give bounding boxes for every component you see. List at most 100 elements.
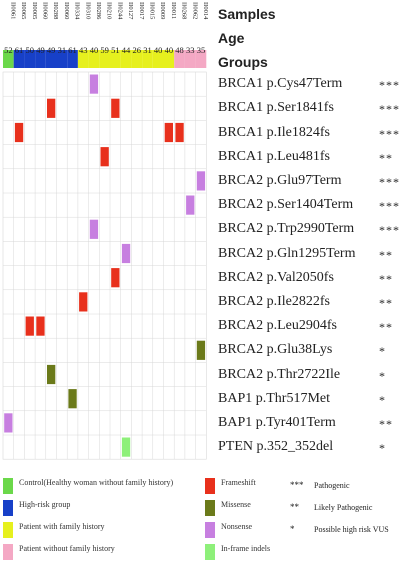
legend-text: Control(Healthy woman without family his… [19,478,174,487]
group-cell [163,50,175,68]
mutation-label: BRCA1 p.Ser1841fs [218,100,334,116]
significance-stars: *** [379,78,400,93]
groups-header: Groups [218,54,268,70]
age-label: 61 [68,45,77,55]
significance-stars: * [379,344,386,359]
legend-swatch [205,522,215,538]
mutation-cell [186,195,195,215]
legend-stars: * [290,524,295,534]
mutation-cell [164,122,173,143]
age-label: 31 [58,45,67,55]
sample-label: II0015 [148,2,155,19]
legend-type-frameshift: Frameshift [205,478,256,496]
legend-group-high: High-risk group [3,500,70,518]
legend-significance-text: Possible high risk VUS [312,525,389,534]
legend-swatch [3,522,13,538]
legend-significance-text: Pathogenic [312,481,350,490]
age-label: 43 [79,45,88,55]
group-cell [35,50,46,68]
mutation-cell [175,122,184,143]
mutation-cell [25,316,34,336]
mutation-label: BRCA2 p.Val2050fs [218,269,334,285]
sample-label: II0286 [95,2,102,20]
group-cell [99,50,110,68]
group-cell [45,50,57,68]
age-label: 59 [100,45,109,55]
oncoprint-grid: II0061 II0065 II0005 II0060 II0288 II0060 II03… [2,2,209,460]
mutation-cell [14,122,24,143]
legend-text: Missense [221,500,251,509]
mutation-label: PTEN p.352_352del [218,439,334,455]
legend-text: In-frame indels [221,544,271,553]
significance-stars: ** [379,150,393,165]
legend-type-nonsense: Nonsense [205,522,252,540]
legend-group-patient_nofh: Patient without family history [3,544,115,562]
age-label: 61 [15,45,24,55]
significance-stars: *** [379,223,400,238]
age-label: 52 [4,45,13,55]
group-cell [195,50,207,68]
sample-label: II0005 [31,2,38,19]
group-cell [67,50,78,68]
legend-group-patient_fh: Patient with family history [3,522,105,540]
sample-label: II0009 [159,2,166,19]
legend-swatch [3,478,13,494]
age-label: 26 [133,45,142,55]
mutation-label: BAP1 p.Thr517Met [218,390,330,406]
sample-label: II0288 [52,2,59,19]
sample-label: II0334 [74,2,81,20]
mutation-cell [121,437,131,457]
legend-group-control: Control(Healthy woman without family his… [3,478,173,496]
mutation-label: BRCA2 p.Gln1295Term [218,245,356,261]
mutation-cell [196,171,206,191]
significance-stars: *** [379,199,400,214]
age-header: Age [218,30,245,46]
mutation-cell [121,243,131,264]
samples-header: Samples [218,6,276,22]
sample-label: II0210 [106,2,113,19]
age-label: 33 [186,45,195,55]
mutation-label: BRCA2 p.Glu38Lys [218,342,333,358]
mutation-label: BRCA2 p.Trp2990Term [218,221,355,237]
mutation-cell [111,268,120,288]
group-cell [174,50,185,68]
legend-swatch [205,478,215,494]
group-cell [13,50,25,68]
age-label: 50 [26,45,35,55]
significance-stars: * [379,392,386,407]
legend-significance: * Possible high risk VUS [290,524,389,535]
legend-significance-text: Likely Pathogenic [312,503,373,512]
mutation-cell [36,316,45,336]
mutation-cell [111,98,120,118]
significance-stars: ** [379,320,393,335]
mutation-cell [89,219,99,239]
mutation-label: BRCA2 p.Thr2722Ile [218,366,341,382]
legend-swatch [205,544,215,560]
legend-stars: *** [290,480,304,490]
mutation-cell [68,389,77,409]
mutation-label: BRCA1 p.Ile1824fs [218,124,330,140]
group-cell [142,50,153,68]
group-cell [152,50,164,68]
mutation-label: BRCA1 p.Leu481fs [218,148,330,164]
sample-label: II0061 [9,2,16,19]
age-label: 48 [175,45,184,55]
legend-text: Patient with family history [19,522,105,531]
age-label: 44 [122,45,131,55]
mutation-label: BRCA2 p.Ile2822fs [218,293,330,309]
sample-label: II0127 [127,2,134,20]
legend-significance: ** Likely Pathogenic [290,502,372,513]
significance-stars: ** [379,295,393,310]
group-cell [184,50,196,68]
legend-significance: *** Pathogenic [290,480,350,491]
mutation-cell [47,364,56,385]
sample-label: II0011 [170,2,177,19]
significance-stars: *** [379,174,400,189]
sample-label: II0060 [41,2,48,19]
legend-text: Nonsense [221,522,253,531]
age-label: 49 [36,45,45,55]
significance-stars: * [379,368,386,383]
sample-label: II0065 [20,2,27,19]
significance-stars: *** [379,126,400,141]
age-label: 49 [47,45,56,55]
